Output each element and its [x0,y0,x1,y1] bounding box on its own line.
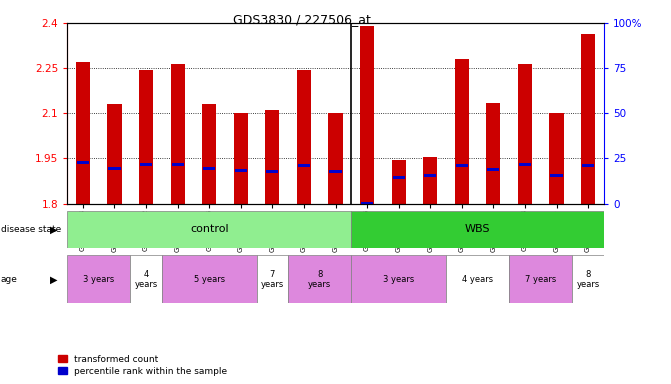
Bar [392,160,406,204]
Bar [162,255,256,303]
Bar [298,164,310,167]
Bar [519,163,531,166]
Bar [581,33,595,204]
Bar [509,255,572,303]
Bar [582,164,594,167]
Text: age: age [1,275,17,284]
Bar [265,110,279,204]
Bar [77,161,89,164]
Bar [203,167,215,170]
Bar [361,202,373,205]
Bar [76,62,90,204]
Text: 4
years: 4 years [134,270,158,289]
Bar [234,113,248,204]
Bar [256,255,288,303]
Text: ▶: ▶ [50,274,58,285]
Bar [424,174,436,177]
Bar [487,168,499,171]
Bar [130,255,162,303]
Text: WBS: WBS [465,224,491,235]
Bar [352,255,446,303]
Text: 8
years: 8 years [576,270,600,289]
Bar [170,64,185,204]
Text: 7 years: 7 years [525,275,556,284]
Text: 8
years: 8 years [308,270,331,289]
Bar [139,70,153,204]
Bar [486,103,501,204]
Bar [393,175,405,179]
Bar [328,113,343,204]
Bar [456,164,468,167]
Bar [67,211,352,248]
Bar [140,163,152,166]
Bar [109,167,121,170]
Text: 3 years: 3 years [83,275,114,284]
Text: ▶: ▶ [50,224,58,235]
Bar [107,104,121,204]
Text: GDS3830 / 227506_at: GDS3830 / 227506_at [233,13,371,26]
Legend: transformed count, percentile rank within the sample: transformed count, percentile rank withi… [58,355,227,376]
Bar [172,163,184,166]
Bar [572,255,604,303]
Bar [202,104,216,204]
Bar [550,113,564,204]
Bar [352,211,604,248]
Bar [288,255,352,303]
Bar [67,255,130,303]
Text: control: control [190,224,229,235]
Bar [423,157,437,204]
Bar [446,255,509,303]
Bar [329,170,342,173]
Bar [266,169,278,172]
Text: 3 years: 3 years [383,275,414,284]
Text: 4 years: 4 years [462,275,493,284]
Bar [297,70,311,204]
Text: 7
years: 7 years [261,270,284,289]
Bar [455,59,469,204]
Bar [550,174,562,177]
Bar [518,64,532,204]
Text: disease state: disease state [1,225,61,234]
Bar [235,169,247,172]
Text: 5 years: 5 years [194,275,225,284]
Bar [360,26,374,204]
